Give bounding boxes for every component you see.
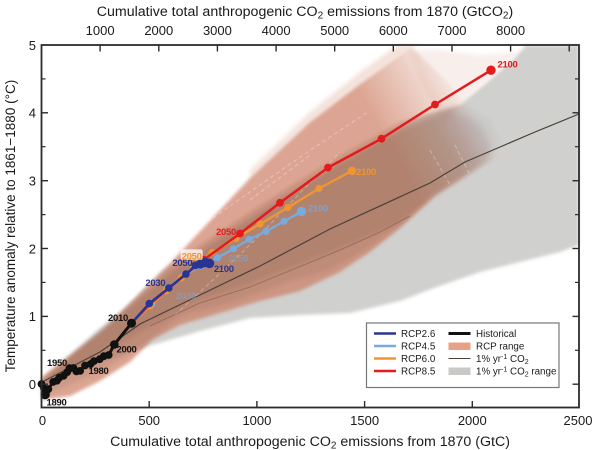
svg-text:8000: 8000	[496, 23, 525, 38]
svg-text:2: 2	[29, 241, 36, 256]
svg-text:RCP2.6: RCP2.6	[401, 329, 436, 340]
svg-text:1: 1	[29, 309, 36, 324]
svg-text:Cumulative total anthropogenic: Cumulative total anthropogenic CO2 emiss…	[110, 434, 510, 450]
svg-text:2000: 2000	[458, 413, 487, 428]
svg-text:5: 5	[29, 38, 36, 53]
svg-text:3000: 3000	[203, 23, 232, 38]
svg-text:0: 0	[29, 377, 36, 392]
svg-text:2100: 2100	[214, 264, 234, 275]
svg-text:1890: 1890	[47, 398, 67, 409]
svg-text:500: 500	[138, 413, 160, 428]
svg-text:1000: 1000	[86, 23, 115, 38]
svg-text:2050: 2050	[228, 254, 248, 265]
svg-text:1950: 1950	[47, 358, 67, 369]
svg-text:RCP range: RCP range	[476, 342, 525, 353]
svg-text:2100: 2100	[356, 167, 376, 178]
svg-text:2500: 2500	[564, 413, 593, 428]
svg-text:4: 4	[29, 106, 36, 121]
svg-text:Cumulative total anthropogenic: Cumulative total anthropogenic CO2 emiss…	[97, 4, 513, 22]
svg-text:2050: 2050	[182, 251, 202, 262]
svg-text:1% yr-1 CO2: 1% yr-1 CO2	[476, 354, 529, 366]
svg-text:2030: 2030	[176, 291, 196, 302]
svg-text:1% yr-1 CO2 range: 1% yr-1 CO2 range	[476, 367, 557, 379]
svg-text:2100: 2100	[498, 60, 518, 71]
svg-text:2050: 2050	[216, 227, 236, 238]
svg-text:RCP4.5: RCP4.5	[401, 342, 436, 353]
svg-text:3: 3	[29, 174, 36, 189]
svg-text:1980: 1980	[89, 366, 109, 377]
svg-text:Historical: Historical	[476, 329, 516, 340]
svg-text:RCP6.0: RCP6.0	[401, 354, 436, 365]
svg-text:5000: 5000	[320, 23, 349, 38]
svg-text:2000: 2000	[144, 23, 173, 38]
svg-text:1500: 1500	[350, 413, 379, 428]
svg-text:2030: 2030	[145, 278, 165, 289]
svg-text:0: 0	[39, 413, 46, 428]
svg-text:6000: 6000	[379, 23, 408, 38]
svg-text:1000: 1000	[242, 413, 271, 428]
svg-text:7000: 7000	[438, 23, 467, 38]
svg-text:RCP8.5: RCP8.5	[401, 367, 436, 378]
svg-text:Temperature anomaly relative t: Temperature anomaly relative to 1861−188…	[3, 80, 18, 372]
svg-text:2010: 2010	[108, 313, 128, 324]
svg-text:4000: 4000	[262, 23, 291, 38]
svg-text:2100: 2100	[308, 204, 328, 215]
svg-text:2050: 2050	[172, 258, 192, 269]
svg-text:2000: 2000	[117, 345, 137, 356]
